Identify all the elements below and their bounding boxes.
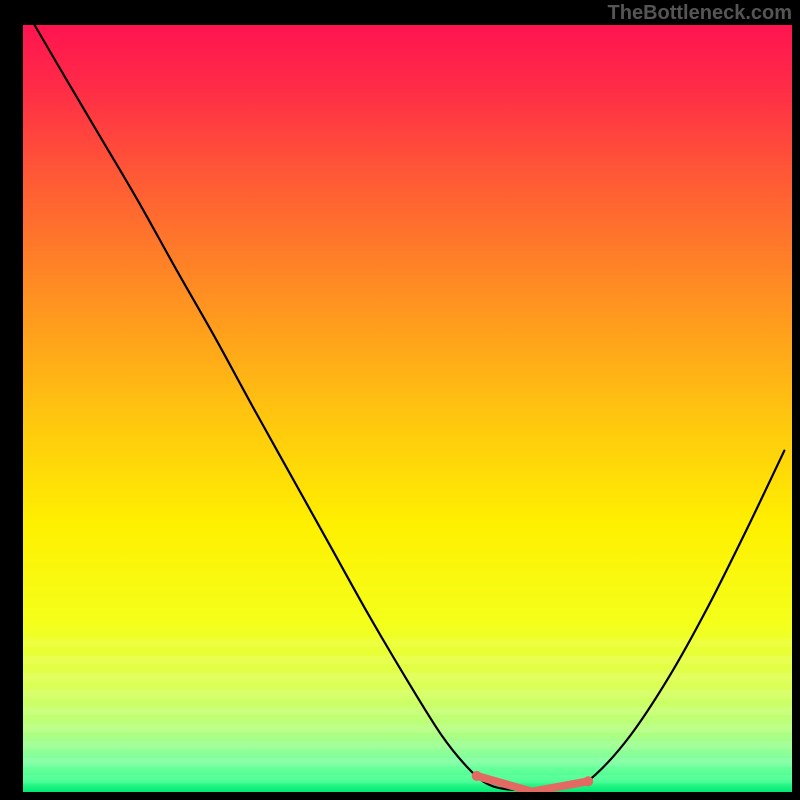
chart-stage: TheBottleneck.com bbox=[0, 0, 800, 800]
attribution-label: TheBottleneck.com bbox=[608, 2, 792, 25]
plot-area bbox=[23, 25, 792, 792]
plot-svg bbox=[23, 25, 792, 792]
bottom-banding bbox=[23, 639, 792, 784]
